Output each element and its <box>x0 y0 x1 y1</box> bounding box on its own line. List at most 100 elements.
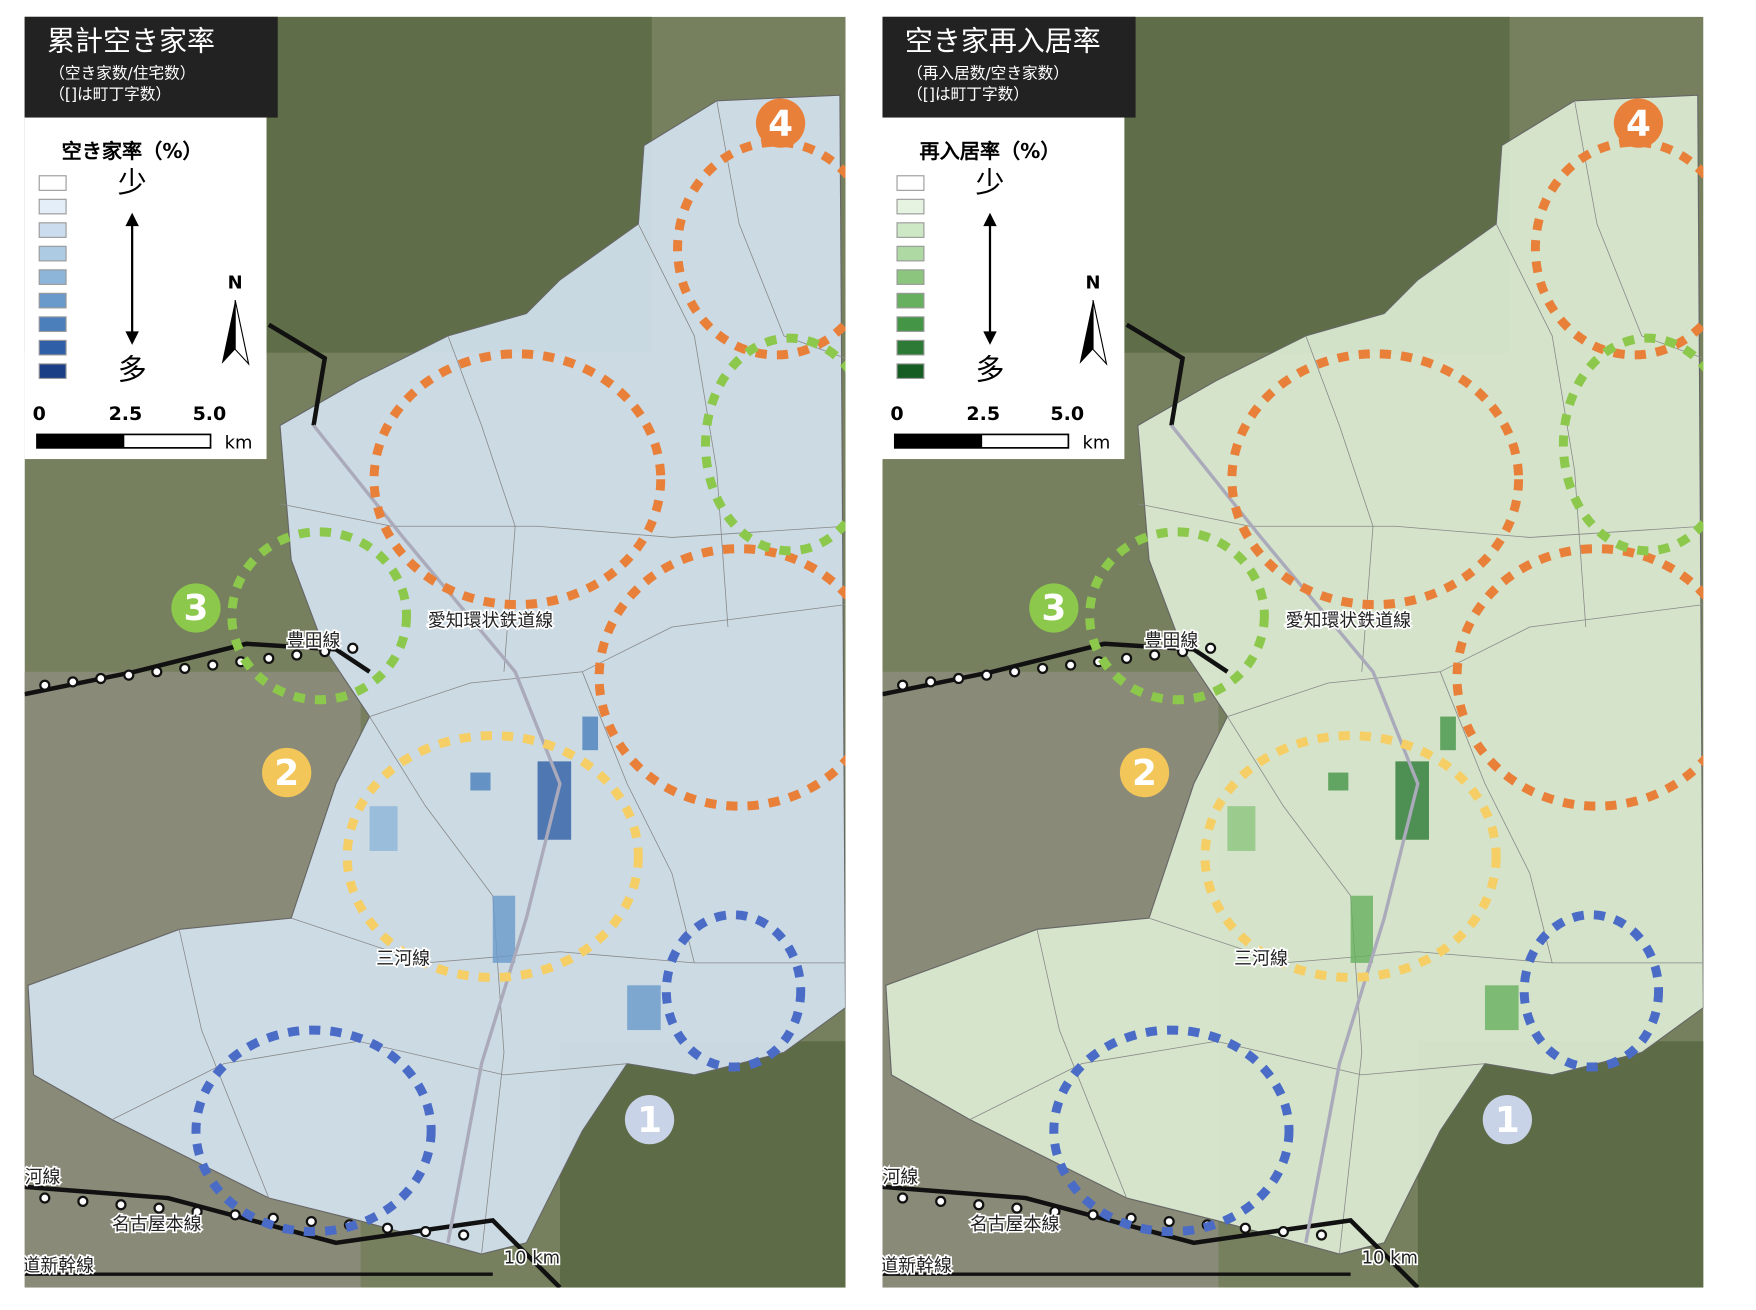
arrowhead <box>125 331 139 345</box>
station <box>973 1199 985 1211</box>
title-box <box>882 16 1136 118</box>
legend-swatch <box>38 245 67 262</box>
station <box>381 1222 394 1234</box>
railway-line <box>312 424 562 1244</box>
zone-circle <box>661 910 806 1072</box>
district-highlight <box>492 895 516 963</box>
zone-marker-label: 1 <box>1495 1100 1520 1141</box>
zone-circle <box>1200 731 1501 982</box>
station <box>1205 642 1217 654</box>
legend-swatch <box>38 269 67 285</box>
station <box>897 1192 909 1204</box>
legend-swatch <box>896 269 925 285</box>
north-label: N <box>228 272 243 293</box>
zone-circle <box>1519 910 1664 1072</box>
zone-circle <box>227 527 412 705</box>
railway <box>882 1184 1420 1288</box>
legend-swatch <box>896 245 925 262</box>
arrowhead <box>983 212 997 227</box>
station <box>1011 1202 1023 1214</box>
station <box>1315 1229 1328 1241</box>
legend-swatch <box>896 292 925 309</box>
zone-marker <box>1482 1095 1533 1145</box>
district-highlight <box>1227 806 1256 851</box>
railway <box>1125 322 1186 426</box>
railway-label: 10 km <box>504 1247 560 1268</box>
north-label: N <box>1086 272 1101 293</box>
zone-marker <box>262 747 312 798</box>
station <box>95 672 107 685</box>
zone-circle <box>191 1025 436 1237</box>
zone-marker <box>171 583 221 633</box>
railway-label: 10 km <box>1362 1247 1418 1268</box>
station <box>179 662 191 675</box>
station <box>291 649 303 661</box>
scale-unit: km <box>225 432 253 453</box>
arrowhead <box>983 331 997 345</box>
legend-swatch <box>896 339 925 356</box>
railway-label: 三河線 <box>1234 949 1288 970</box>
railway <box>267 322 328 426</box>
scale-unit: km <box>1082 432 1110 453</box>
railway-label: 河線 <box>882 1167 918 1188</box>
zone-circle <box>1558 333 1704 556</box>
legend-swatch <box>896 222 925 238</box>
scale-label: 0 <box>890 403 903 425</box>
zone-circle <box>1049 1025 1294 1237</box>
station <box>1177 646 1189 658</box>
zone-circle <box>369 349 666 610</box>
station <box>1163 1215 1175 1228</box>
district-boundary <box>1148 917 1704 964</box>
district-highlight <box>1350 895 1373 963</box>
station <box>151 666 163 678</box>
scale-label: 5.0 <box>193 403 227 425</box>
station <box>319 646 331 658</box>
arrowhead <box>125 212 139 227</box>
north-arrow <box>1079 300 1094 364</box>
legend-high: 多 <box>975 353 1004 387</box>
railway-label: 愛知環状鉄道線 <box>1286 610 1411 631</box>
district-boundary <box>581 671 695 964</box>
station <box>1037 662 1049 675</box>
legend-swatch <box>38 363 67 380</box>
district-boundary <box>279 503 846 538</box>
zone-marker <box>1119 747 1170 798</box>
station <box>153 1202 165 1214</box>
station <box>458 1229 470 1241</box>
north-arrow <box>1092 299 1108 366</box>
zone-marker-label: 2 <box>1132 753 1157 794</box>
scale-label: 2.5 <box>966 403 1000 425</box>
district-boundary <box>1495 223 1587 628</box>
zone-circle <box>1530 137 1704 360</box>
district-boundary <box>447 335 516 672</box>
zone-circle <box>701 333 846 556</box>
subtitle: （空き家数/住宅数） <box>49 63 195 82</box>
legend-title: 再入居率（%） <box>919 139 1060 163</box>
station <box>1149 649 1161 661</box>
station <box>1049 1205 1061 1218</box>
station <box>1065 659 1077 671</box>
railway-label: 名古屋本線 <box>970 1214 1060 1235</box>
legend-swatch <box>38 175 67 191</box>
zone-marker-label: 4 <box>768 103 793 144</box>
station <box>67 676 79 688</box>
station <box>115 1199 127 1211</box>
station <box>1009 666 1021 678</box>
station <box>419 1226 432 1238</box>
district-highlight <box>470 772 491 791</box>
legend-box <box>882 117 1125 460</box>
zone-marker <box>1613 98 1664 148</box>
zone-marker-label: 3 <box>184 588 209 629</box>
zone-circle <box>673 137 846 360</box>
railway-label: 名古屋本線 <box>112 1214 202 1235</box>
station <box>981 669 993 681</box>
legend-swatch <box>896 363 925 380</box>
legend-swatch <box>896 316 925 332</box>
station <box>77 1195 89 1207</box>
title: 空き家再入居率 <box>905 25 1101 58</box>
legend-low: 少 <box>118 166 147 200</box>
district-highlight <box>1484 985 1519 1031</box>
city-area <box>27 94 846 1255</box>
